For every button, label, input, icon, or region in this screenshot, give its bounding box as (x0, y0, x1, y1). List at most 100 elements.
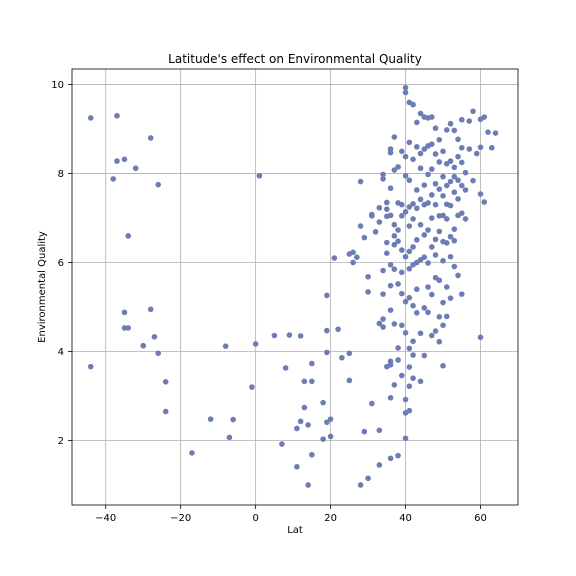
x-tick-label: 60 (474, 513, 487, 524)
scatter-point (432, 125, 439, 131)
scatter-point (399, 213, 405, 219)
scatter-point (481, 199, 488, 205)
scatter-point (402, 89, 409, 96)
scatter-point (387, 307, 394, 313)
scatter-point (470, 108, 476, 115)
scatter-point (466, 146, 473, 152)
scatter-point (432, 252, 439, 258)
scatter-point (488, 144, 495, 151)
scatter-point (335, 326, 341, 333)
scatter-point (380, 171, 386, 178)
scatter-point (414, 286, 420, 293)
scatter-point (428, 192, 435, 198)
scatter-point (301, 404, 308, 411)
scatter-point (395, 357, 401, 363)
scatter-point (414, 310, 420, 316)
scatter-point (410, 244, 416, 250)
scatter-point (421, 254, 428, 260)
scatter-point (110, 176, 117, 182)
scatter-point (279, 441, 285, 447)
scatter-point (421, 352, 428, 359)
scatter-point (417, 221, 424, 228)
scatter-point (447, 295, 454, 301)
scatter-point (406, 139, 413, 146)
ticks-layer: −40 −20 0 20 40 60 2 4 6 8 10 (51, 80, 487, 524)
points-layer (87, 84, 499, 488)
y-tick-label: 10 (51, 80, 64, 91)
scatter-point (414, 205, 420, 212)
scatter-point (391, 233, 398, 239)
scatter-point (380, 291, 386, 297)
scatter-point (365, 273, 371, 280)
scatter-point (485, 129, 491, 135)
scatter-point (455, 177, 461, 184)
scatter-point (402, 396, 409, 403)
scatter-point (414, 119, 420, 126)
x-tick-label: 40 (399, 513, 412, 524)
scatter-point (406, 345, 413, 352)
scatter-point (387, 362, 394, 368)
scatter-point (252, 341, 259, 347)
scatter-point (443, 182, 450, 189)
scatter-point (417, 165, 424, 172)
scatter-point (436, 228, 443, 235)
scatter-point (132, 165, 139, 172)
scatter-point (414, 237, 420, 243)
scatter-point (410, 201, 416, 207)
scatter-point (428, 291, 435, 298)
scatter-point (410, 338, 416, 345)
scatter-point (477, 334, 484, 341)
scatter-point (406, 204, 413, 210)
scatter-point (294, 425, 300, 432)
scatter-point (354, 254, 360, 260)
scatter-point (384, 239, 390, 246)
scatter-point (428, 215, 435, 221)
scatter-point (421, 305, 428, 311)
x-tick-label: −40 (95, 513, 116, 524)
scatter-point (256, 172, 263, 179)
scatter-point (466, 118, 473, 124)
scatter-point (417, 378, 424, 385)
scatter-point (327, 416, 334, 422)
scatter-point (391, 167, 398, 173)
scatter-point (417, 150, 424, 157)
scatter-point (428, 141, 435, 147)
scatter-point (399, 269, 405, 276)
scatter-point (440, 362, 446, 369)
scatter-point (410, 101, 416, 108)
scatter-point (387, 149, 394, 156)
scatter-point (443, 240, 450, 246)
scatter-point (470, 177, 476, 184)
scatter-point (324, 292, 330, 299)
scatter-point (155, 350, 162, 357)
scatter-point (458, 182, 465, 189)
scatter-point (458, 159, 465, 166)
y-tick-label: 8 (58, 169, 64, 180)
scatter-point (421, 146, 428, 152)
x-tick-label: −20 (170, 513, 191, 524)
scatter-point (492, 130, 499, 136)
scatter-point (387, 282, 394, 289)
scatter-point (451, 237, 458, 244)
scatter-point (230, 416, 236, 423)
scatter-point (447, 120, 454, 127)
chart-title: Latitude's effect on Environmental Quali… (168, 52, 422, 66)
scatter-point (455, 153, 461, 160)
scatter-point (151, 334, 158, 340)
scatter-point (402, 253, 409, 260)
scatter-point (455, 196, 461, 202)
scatter-point (432, 328, 439, 334)
scatter-point (440, 322, 446, 329)
scatter-point (387, 455, 394, 462)
scatter-point (346, 350, 353, 357)
scatter-point (399, 148, 405, 155)
plot-frame (71, 68, 519, 506)
scatter-point (399, 322, 405, 329)
scatter-point (440, 192, 446, 199)
scatter-point (324, 419, 330, 426)
scatter-point (436, 136, 443, 143)
x-tick-label: 20 (324, 513, 337, 524)
scatter-point (436, 159, 443, 165)
